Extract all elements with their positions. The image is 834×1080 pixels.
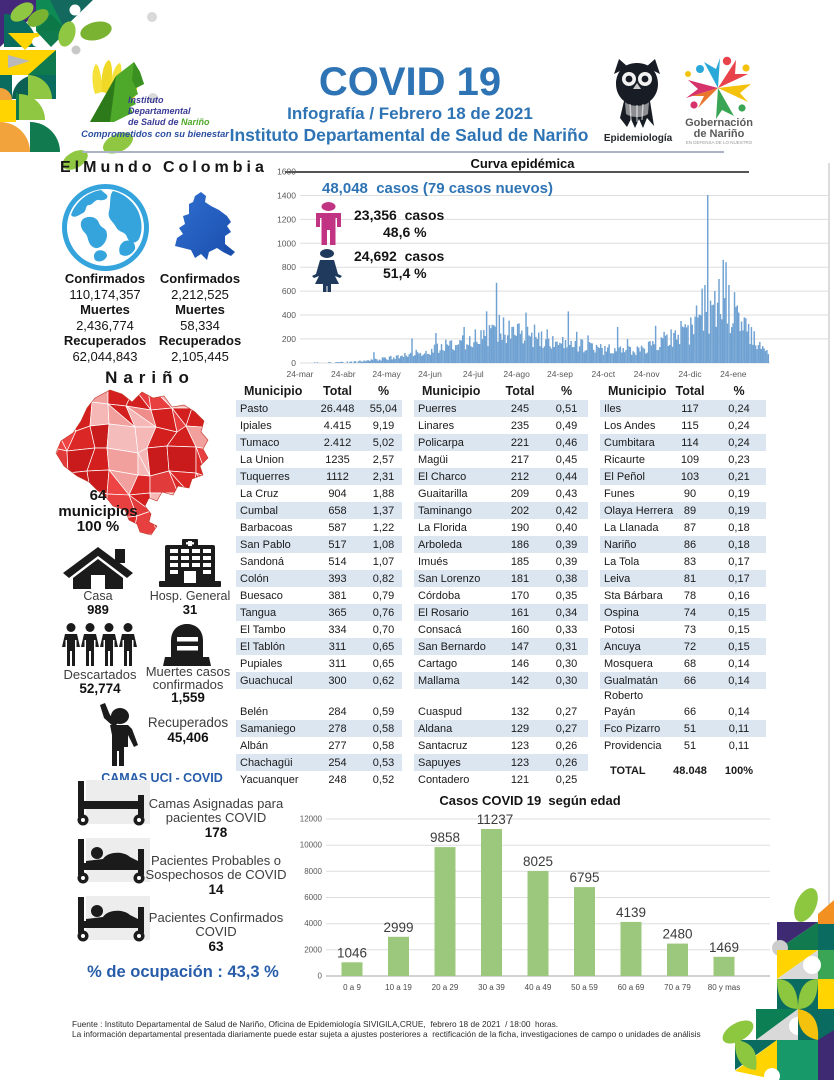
svg-text:12000: 12000 bbox=[300, 815, 323, 824]
svg-text:1400: 1400 bbox=[277, 191, 296, 201]
svg-text:70 a 79: 70 a 79 bbox=[664, 983, 691, 992]
svg-text:6000: 6000 bbox=[304, 893, 322, 902]
svg-text:800: 800 bbox=[282, 262, 296, 272]
svg-text:24-sep: 24-sep bbox=[547, 369, 573, 379]
svg-text:6795: 6795 bbox=[569, 870, 599, 885]
svg-text:24-ago: 24-ago bbox=[503, 369, 530, 379]
svg-text:2000: 2000 bbox=[304, 945, 322, 954]
svg-text:400: 400 bbox=[282, 310, 296, 320]
svg-text:9858: 9858 bbox=[430, 830, 460, 845]
svg-text:40 a 49: 40 a 49 bbox=[525, 983, 552, 992]
svg-text:2480: 2480 bbox=[662, 927, 692, 942]
svg-text:1000: 1000 bbox=[277, 238, 296, 248]
svg-text:4000: 4000 bbox=[304, 919, 322, 928]
svg-text:24-mar: 24-mar bbox=[287, 369, 314, 379]
svg-text:11237: 11237 bbox=[477, 812, 514, 827]
svg-text:20 a 29: 20 a 29 bbox=[432, 983, 459, 992]
svg-text:80 y mas: 80 y mas bbox=[708, 983, 740, 992]
svg-text:24-may: 24-may bbox=[372, 369, 401, 379]
svg-text:1046: 1046 bbox=[337, 945, 367, 960]
svg-text:10 a 19: 10 a 19 bbox=[385, 983, 412, 992]
svg-text:24-jul: 24-jul bbox=[463, 369, 484, 379]
svg-text:0: 0 bbox=[291, 358, 296, 368]
svg-text:1469: 1469 bbox=[709, 940, 739, 955]
svg-text:4139: 4139 bbox=[616, 905, 646, 920]
svg-text:200: 200 bbox=[282, 334, 296, 344]
svg-text:50 a 59: 50 a 59 bbox=[571, 983, 598, 992]
svg-text:24-ene: 24-ene bbox=[720, 369, 747, 379]
svg-text:0 a 9: 0 a 9 bbox=[343, 983, 361, 992]
svg-text:10000: 10000 bbox=[300, 841, 323, 850]
svg-text:8025: 8025 bbox=[523, 854, 553, 869]
svg-text:24-dic: 24-dic bbox=[678, 369, 702, 379]
svg-text:0: 0 bbox=[318, 972, 323, 981]
svg-text:1200: 1200 bbox=[277, 214, 296, 224]
svg-text:24-nov: 24-nov bbox=[634, 369, 661, 379]
svg-text:1600: 1600 bbox=[277, 167, 296, 177]
svg-text:60 a 69: 60 a 69 bbox=[618, 983, 645, 992]
svg-text:24-jun: 24-jun bbox=[418, 369, 442, 379]
svg-text:24-abr: 24-abr bbox=[331, 369, 356, 379]
svg-text:8000: 8000 bbox=[304, 867, 322, 876]
svg-text:600: 600 bbox=[282, 286, 296, 296]
svg-text:2999: 2999 bbox=[383, 920, 413, 935]
svg-text:24-oct: 24-oct bbox=[591, 369, 615, 379]
svg-text:30 a 39: 30 a 39 bbox=[478, 983, 505, 992]
